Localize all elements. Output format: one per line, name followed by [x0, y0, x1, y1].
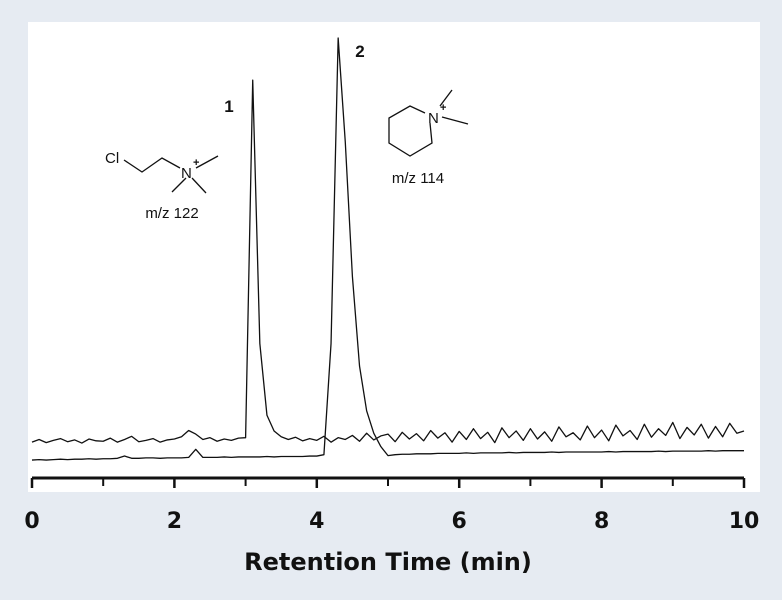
bond	[195, 155, 219, 169]
ring	[388, 105, 433, 157]
mass-label: m/z 122	[145, 205, 198, 222]
x-tick-label: 4	[309, 509, 324, 534]
x-axis-title: Retention Time (min)	[244, 548, 532, 576]
x-tick-label: 0	[24, 509, 39, 534]
trace	[31, 37, 744, 461]
bond	[171, 177, 187, 193]
x-tick-label: 8	[594, 509, 609, 534]
plot-area	[28, 22, 760, 492]
charge: +	[440, 102, 446, 114]
x-tick-label: 10	[729, 509, 760, 534]
charge: +	[193, 157, 199, 169]
atom-label: N	[181, 165, 192, 182]
atom-label: N	[428, 110, 439, 127]
peak-label: 2	[355, 42, 364, 61]
x-tick-label: 2	[167, 509, 182, 534]
peak-label: 1	[224, 97, 233, 116]
bond	[123, 157, 181, 173]
x-tick-label: 6	[452, 509, 467, 534]
atom-label: Cl	[105, 150, 119, 167]
mass-label: m/z 114	[392, 170, 444, 187]
bond	[441, 116, 469, 125]
structure-2: N + m/z 114	[388, 89, 469, 187]
structure-1: Cl N + m/z 122	[105, 150, 219, 222]
bond	[439, 89, 453, 107]
trace	[31, 79, 745, 444]
bond	[191, 177, 207, 194]
